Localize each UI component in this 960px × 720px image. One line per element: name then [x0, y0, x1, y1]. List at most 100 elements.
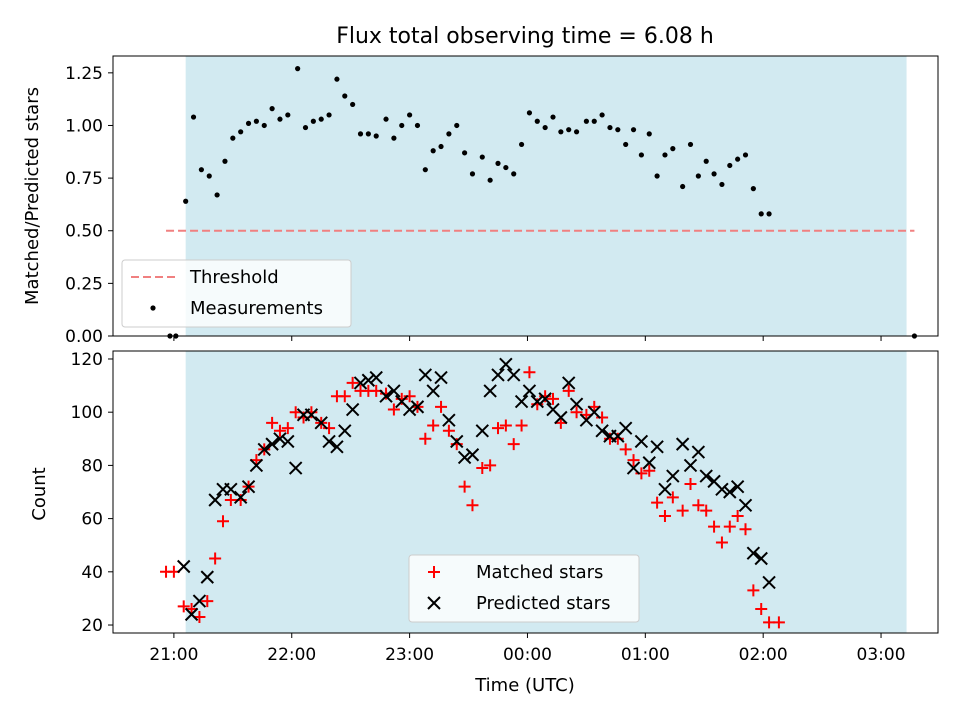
predicted-stars-point: [450, 434, 464, 449]
matched-stars-point: [772, 616, 785, 629]
top-y-tick-label: 0.00: [65, 327, 103, 347]
predicted-stars-point: [338, 424, 352, 438]
threshold-legend-label: Threshold: [189, 267, 279, 288]
measurement-point: [245, 120, 252, 126]
matched-stars-point: [708, 520, 721, 533]
predicted-stars-point: [345, 402, 360, 417]
matched-stars-point: [747, 584, 760, 597]
matched-stars-point: [635, 467, 648, 480]
measurement-point: [454, 122, 460, 129]
predicted-stars-point: [715, 482, 729, 497]
predicted-stars-point: [387, 384, 401, 398]
predicted-stars-point: [184, 607, 199, 622]
matched-stars-point: [619, 443, 632, 456]
matched-stars-point: [570, 406, 583, 419]
predicted-stars-point: [273, 432, 287, 446]
measurement-point: [462, 150, 468, 156]
measurement-point: [623, 141, 629, 148]
x-axis-label: Time (UTC): [474, 675, 575, 696]
matched-stars-point: [547, 392, 559, 405]
measurement-point: [469, 171, 476, 177]
measurement-point: [479, 154, 485, 160]
measurement-point: [750, 186, 756, 192]
matched-stars-point: [692, 499, 705, 512]
matched-stars-point: [484, 459, 497, 472]
measurement-point: [326, 112, 332, 118]
top-panel: 0.00 0.25 0.50 0.75 1.00 1.25 Flux total obse…: [22, 24, 939, 347]
matched-stars-point: [435, 400, 448, 413]
measurement-point: [357, 131, 364, 137]
measurement-point: [503, 164, 509, 171]
measurement-point: [302, 124, 309, 131]
matched-stars-point: [273, 424, 286, 437]
matched-stars-point: [676, 504, 689, 517]
matched-stars-point: [476, 462, 489, 475]
matched-stars-point: [209, 552, 222, 565]
matched-stars-point: [346, 376, 359, 389]
bottom-legend-box: [408, 554, 640, 623]
predicted-stars-point: [314, 416, 328, 430]
predicted-stars-point: [379, 389, 393, 403]
predicted-stars-point: [634, 434, 649, 449]
bottom-y-tick-label: 40: [81, 563, 103, 583]
measurement-point: [719, 181, 725, 188]
matched-stars-point: [515, 419, 528, 432]
predicted-stars-point: [442, 413, 456, 427]
x-tick-label: 22:00: [267, 645, 316, 665]
matched-stars-point: [651, 496, 664, 509]
measurement-point: [558, 129, 564, 135]
predicted-stars-point: [475, 424, 489, 438]
predicted-stars-point: [754, 551, 768, 566]
measurement-point: [414, 122, 421, 129]
matched-stars-point: [281, 422, 294, 435]
measurement-point: [277, 116, 283, 122]
predicted-stars-point: [658, 482, 672, 497]
measurement-point: [183, 198, 189, 204]
measurement-point: [662, 152, 668, 158]
measurement-point: [550, 114, 556, 120]
matched-stars-point: [419, 432, 432, 445]
predicted-stars-point: [483, 384, 497, 398]
matched-stars-point: [739, 523, 752, 536]
predicted-stars-point: [304, 408, 319, 422]
predicted-stars-point: [208, 493, 222, 507]
matched-stars-point: [562, 384, 575, 397]
top-y-tick-label: 1.00: [65, 116, 103, 136]
top-panel-frame: [112, 55, 939, 337]
measurement-point: [511, 171, 517, 177]
measurement-point: [318, 116, 324, 122]
predicted-stars-point: [288, 461, 303, 475]
matched-stars-point: [427, 419, 440, 432]
measurement-point: [526, 110, 533, 116]
measurement-point: [687, 141, 694, 148]
matched-stars-point: [492, 422, 504, 435]
measurement-point: [711, 171, 717, 177]
top-panel-title: Flux total observing time = 6.08 h: [336, 24, 714, 49]
predicted-stars-point: [330, 440, 344, 454]
measurement-point: [670, 146, 676, 152]
measurement-point: [583, 118, 589, 124]
matched-stars-legend-swatch: [428, 566, 440, 578]
predicted-stars-point: [265, 437, 279, 451]
measurement-point: [391, 135, 397, 141]
matched-stars-point: [499, 419, 512, 432]
top-y-tick-label: 0.75: [65, 169, 103, 189]
matched-stars-point: [658, 509, 671, 522]
predicted-stars-point: [192, 594, 207, 608]
predicted-stars-point: [499, 357, 513, 372]
predicted-stars-point: [554, 410, 568, 425]
matched-stars-point: [731, 509, 744, 522]
predicted-stars-point: [426, 384, 440, 398]
predicted-stars-point: [650, 440, 664, 454]
x-tick-label: 21:00: [149, 645, 198, 665]
predicted-stars-point: [434, 370, 448, 385]
predicted-stars-point: [177, 559, 191, 574]
matched-stars-point: [201, 595, 214, 608]
predicted-stars-point: [418, 368, 433, 382]
predicted-stars-point: [723, 485, 737, 499]
measurement-point: [334, 76, 340, 82]
measurement-point: [758, 211, 764, 217]
predicted-stars-point: [402, 402, 417, 417]
bottom-legend: Matched stars Predicted stars: [408, 554, 640, 623]
measurement-point: [269, 106, 275, 112]
